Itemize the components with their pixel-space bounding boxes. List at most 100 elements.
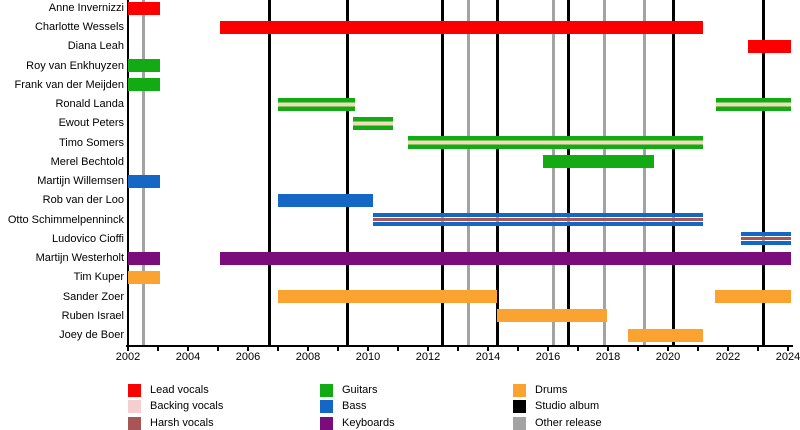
legend-swatch-studio_album xyxy=(513,400,526,413)
member-label: Ruben Israel xyxy=(61,309,124,322)
axis-year-label: 2008 xyxy=(295,351,321,363)
studio-album-line xyxy=(268,0,272,345)
member-label: Rob van der Loo xyxy=(42,194,124,207)
axis-tick xyxy=(127,347,129,351)
studio-album-line xyxy=(345,0,349,345)
timeline-bar-bass xyxy=(373,213,704,227)
timeline-bar-bass xyxy=(128,174,160,188)
studio-album-line xyxy=(566,0,570,345)
other-release-line xyxy=(141,0,145,345)
axis-year-label: 2018 xyxy=(595,351,621,363)
timeline-bar-guitars xyxy=(278,97,356,111)
axis-tick xyxy=(367,347,369,351)
legend-swatch-other_release xyxy=(513,416,526,430)
legend-swatch-harsh_vocals xyxy=(128,416,141,430)
axis-tick xyxy=(247,347,249,351)
legend-label: Keyboards xyxy=(342,416,395,429)
other-release-line xyxy=(642,0,646,345)
axis-tick xyxy=(577,347,579,351)
legend-label: Drums xyxy=(535,383,568,396)
axis-tick xyxy=(487,347,489,351)
member-label: Sander Zoer xyxy=(62,290,124,303)
axis-tick xyxy=(277,347,279,351)
x-axis-line xyxy=(126,345,793,347)
member-label: Joey de Boer xyxy=(59,329,124,342)
plot-left-border xyxy=(127,0,129,345)
axis-tick xyxy=(157,347,159,351)
timeline-bar-drums xyxy=(278,290,497,304)
legend-swatch-backing_vocals xyxy=(128,400,141,413)
member-label: Ewout Peters xyxy=(58,117,124,130)
timeline-bar-bass xyxy=(740,232,791,246)
timeline-bar-lead_vocals xyxy=(128,1,160,15)
axis-tick xyxy=(547,347,549,351)
studio-album-line xyxy=(440,0,444,345)
timeline-bar-bass xyxy=(278,193,374,207)
axis-tick xyxy=(667,347,669,351)
member-label: Martijn Willemsen xyxy=(37,175,124,188)
legend-swatch-lead_vocals xyxy=(128,383,141,397)
studio-album-line xyxy=(671,0,675,345)
member-label: Merel Bechtold xyxy=(50,155,124,168)
timeline-bar-guitars xyxy=(407,136,704,150)
axis-year-label: 2012 xyxy=(415,351,441,363)
timeline-bar-drums xyxy=(128,270,160,284)
axis-year-label: 2002 xyxy=(115,351,141,363)
axis-year-label: 2014 xyxy=(475,351,501,363)
axis-tick xyxy=(397,347,399,351)
timeline-bar-drums xyxy=(628,328,704,342)
axis-tick xyxy=(757,347,759,351)
timeline-bar-guitars xyxy=(543,155,654,169)
studio-album-line xyxy=(761,0,765,345)
other-release-line xyxy=(551,0,555,345)
timeline-bar-guitars xyxy=(716,97,791,111)
member-label: Diana Leah xyxy=(67,40,124,53)
other-release-line xyxy=(602,0,606,345)
timeline-bar-lead_vocals xyxy=(219,20,704,34)
axis-year-label: 2020 xyxy=(655,351,681,363)
legend-label: Guitars xyxy=(342,383,378,396)
timeline-plot-area: Anne Invernizzi Charlotte Wessels Diana Le… xyxy=(8,0,791,345)
axis-year-label: 2016 xyxy=(535,351,561,363)
timeline-bar-guitars xyxy=(128,78,160,92)
member-label: Anne Invernizzi xyxy=(48,2,124,14)
member-label: Charlotte Wessels xyxy=(34,21,124,34)
member-label: Martijn Westerholt xyxy=(35,252,124,265)
timeline-bar-guitars xyxy=(128,59,160,73)
axis-tick xyxy=(787,347,789,351)
studio-album-line xyxy=(496,0,500,345)
member-label: Ronald Landa xyxy=(55,98,124,111)
legend-swatch-guitars xyxy=(320,383,333,397)
timeline-bar-drums xyxy=(714,290,791,304)
axis-tick xyxy=(187,347,189,351)
axis-tick xyxy=(457,347,459,351)
timeline-bar-keyboards xyxy=(219,251,791,265)
member-label: Ludovico Cioffi xyxy=(52,232,124,245)
axis-tick xyxy=(697,347,699,351)
legend-label: Other release xyxy=(535,416,602,429)
member-label: Timo Somers xyxy=(59,136,124,149)
member-label: Frank van der Meijden xyxy=(14,78,124,91)
timeline-bar-lead_vocals xyxy=(747,39,791,53)
axis-tick xyxy=(337,347,339,351)
axis-tick xyxy=(517,347,519,351)
legend-swatch-drums xyxy=(513,383,526,397)
timeline-bar-drums xyxy=(497,309,607,323)
timeline-bar-guitars xyxy=(353,116,394,130)
member-label: Roy van Enkhuyzen xyxy=(26,59,124,72)
legend-label: Backing vocals xyxy=(150,400,224,412)
legend-swatch-bass xyxy=(320,400,333,413)
axis-tick xyxy=(637,347,639,351)
axis-year-label: 2010 xyxy=(355,351,381,363)
axis-tick xyxy=(427,347,429,351)
axis-tick xyxy=(727,347,729,351)
timeline-bar-keyboards xyxy=(128,251,160,265)
axis-year-label: 2004 xyxy=(175,351,201,363)
other-release-line xyxy=(467,0,470,345)
member-label: Tim Kuper xyxy=(73,271,124,284)
legend-label: Lead vocals xyxy=(150,383,209,396)
legend-label: Bass xyxy=(342,400,367,412)
axis-year-label: 2024 xyxy=(775,351,800,363)
legend-label: Harsh vocals xyxy=(150,416,214,429)
